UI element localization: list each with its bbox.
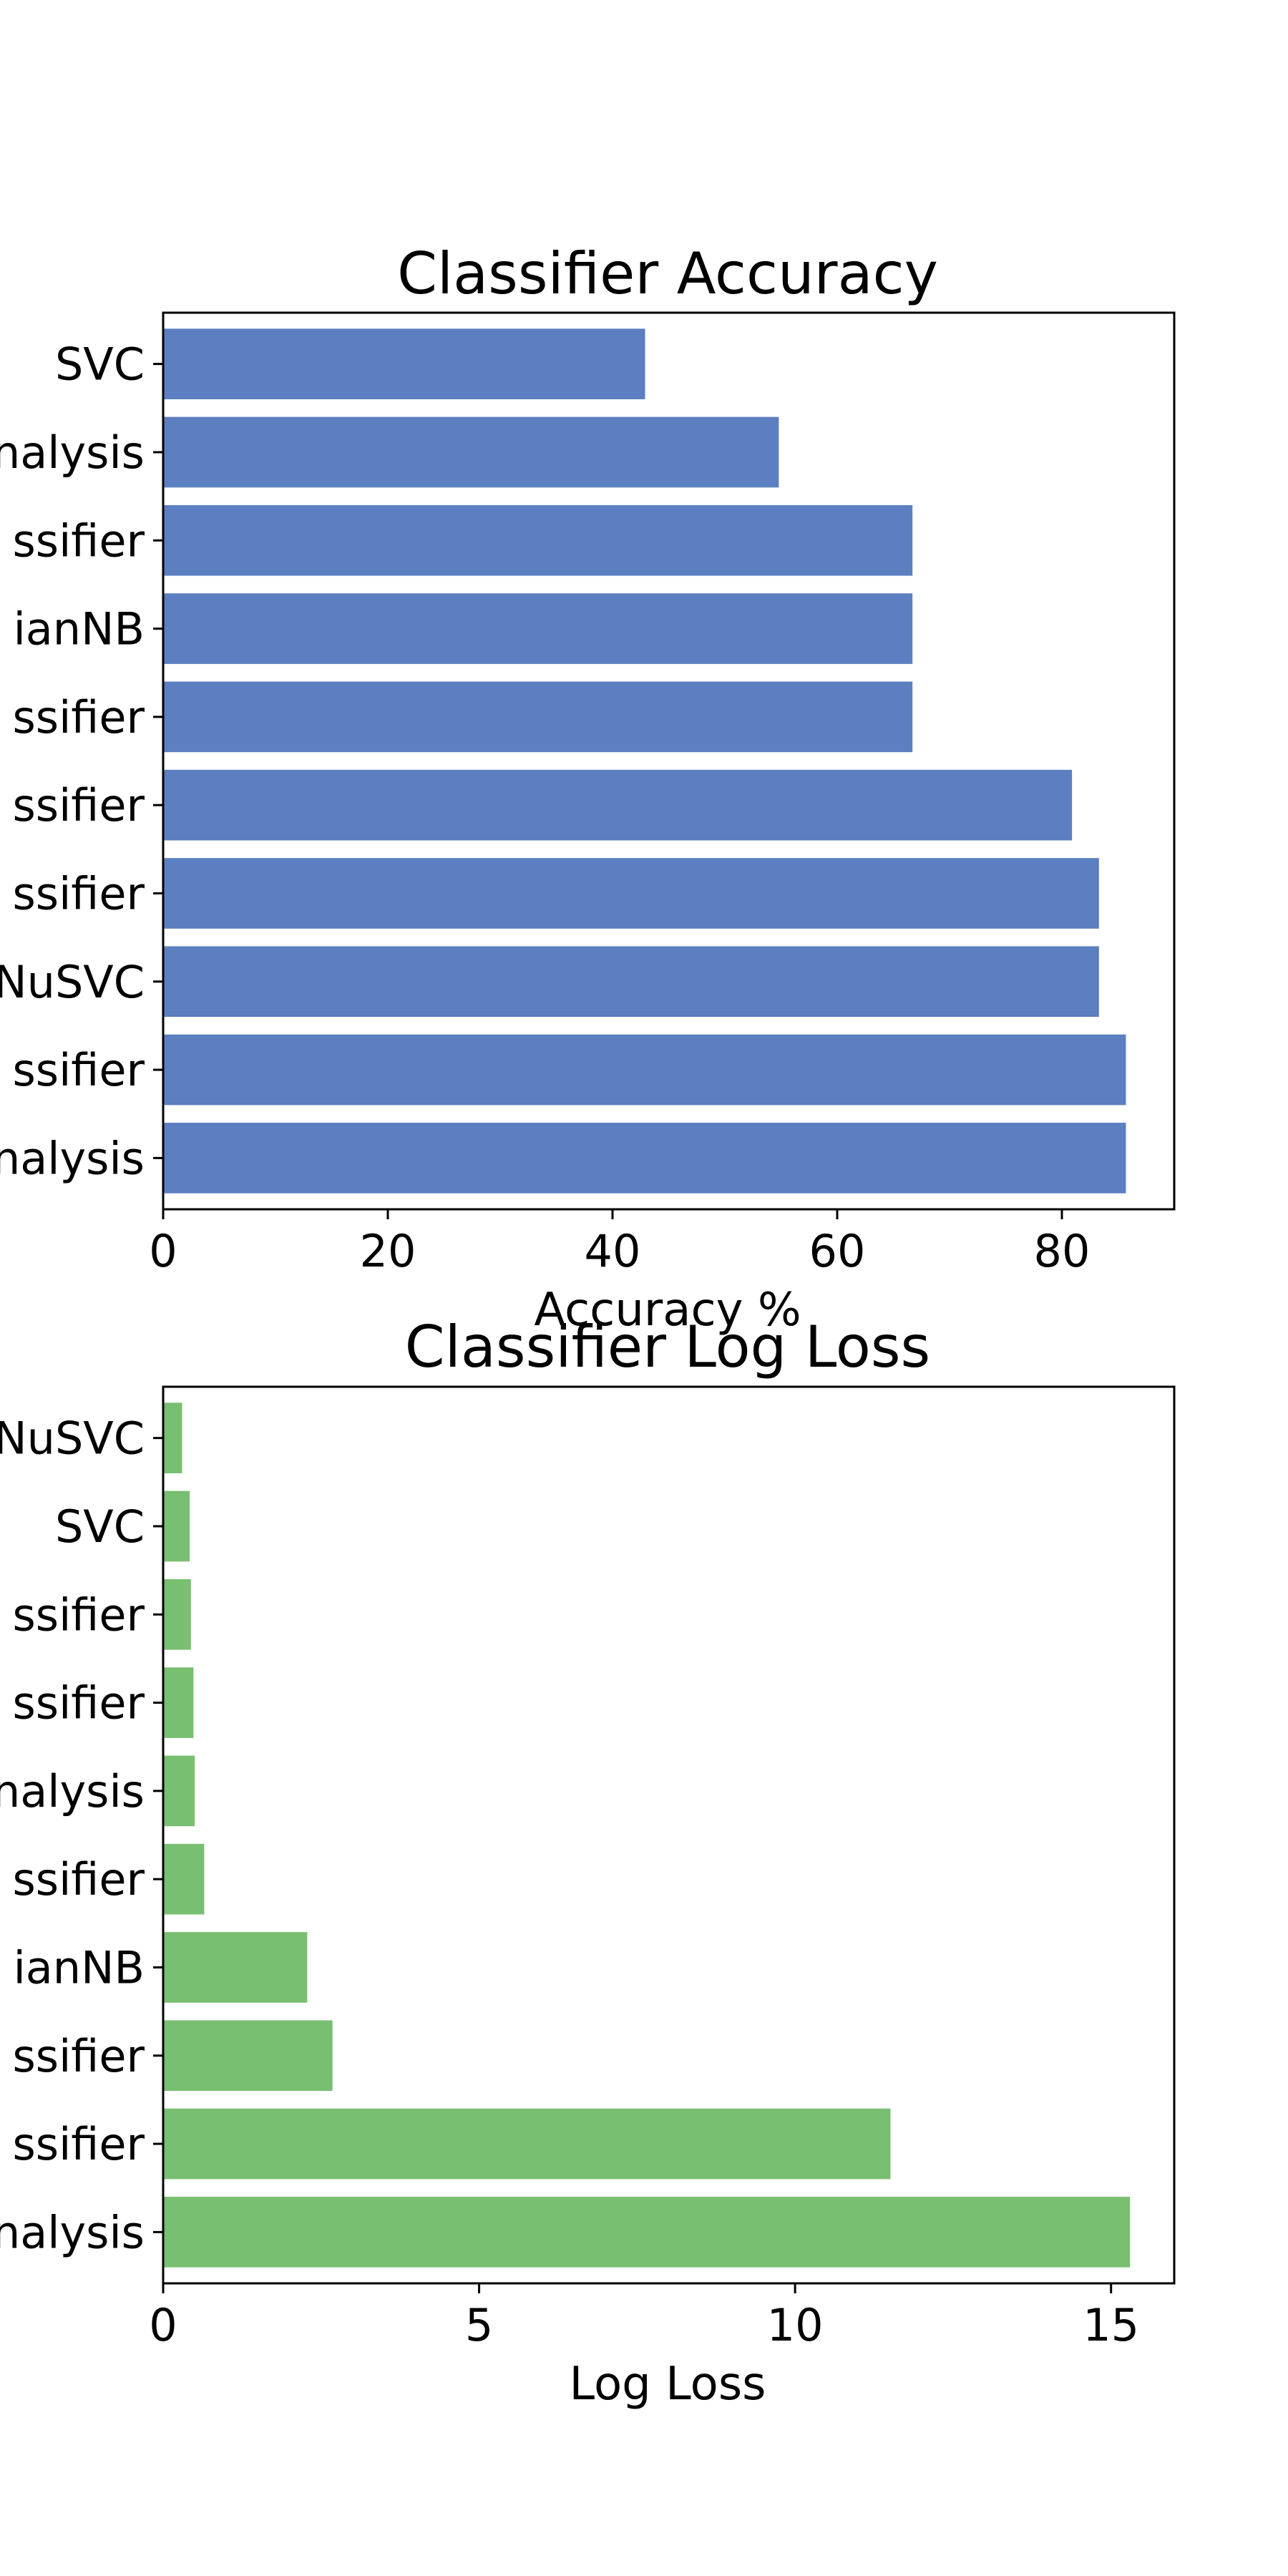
log-loss-bar [163,2020,333,2092]
accuracy-y-tick-label: ssifier [12,867,145,919]
log-loss-plot-frame [162,1385,1176,2285]
accuracy-y-tick-label: SVC [55,338,145,391]
accuracy-x-tick-label: 80 [1034,1225,1091,1277]
log-loss-x-tick-label: 0 [149,2299,177,2351]
accuracy-bar [163,416,779,488]
log-loss-y-tick-label: ssifier [12,1677,145,1729]
log-loss-bars [163,1402,1131,2268]
accuracy-y-tick-label: ianNB [14,603,145,655]
accuracy-bar [163,328,645,399]
log-loss-y-ticks: NuSVC SVC ssifier ssifier nalysis ssifier ianN… [0,1413,163,2258]
log-loss-bar [163,1932,308,2003]
log-loss-bar [163,2197,1131,2268]
log-loss-x-tick-label: 15 [1083,2299,1139,2351]
accuracy-y-tick-label: ssifier [12,691,145,743]
accuracy-x-tick-label: 40 [585,1225,641,1277]
accuracy-chart-title: Classifier Accuracy [397,240,938,307]
log-loss-y-tick-label: nalysis [0,1765,145,1818]
log-loss-bar [163,1843,205,1915]
accuracy-y-tick-label: ssifier [12,514,145,567]
log-loss-bar [163,1755,195,1827]
accuracy-x-ticks: 0 20 40 60 80 [149,1209,1090,1277]
accuracy-x-axis-label: Accuracy % [534,1284,801,1337]
accuracy-bar [163,858,1099,929]
log-loss-bar [163,1667,194,1738]
log-loss-y-tick-label: ssifier [12,2030,145,2082]
log-loss-x-tick-label: 5 [465,2299,493,2351]
log-loss-y-tick-label: NuSVC [0,1413,145,1465]
accuracy-y-tick-label: nalysis [0,426,145,479]
log-loss-x-ticks: 0 5 10 15 [149,2283,1139,2351]
log-loss-y-tick-label: ssifier [12,1589,145,1641]
accuracy-bar [163,1034,1126,1106]
log-loss-y-tick-label: SVC [55,1501,145,1553]
log-loss-y-tick-label: ianNB [14,1941,145,1994]
accuracy-bar [163,946,1099,1018]
log-loss-chart: Classifier Log Loss 0 5 10 15 NuSVC SVC ssifi… [0,1314,1176,2411]
log-loss-bar [163,1491,190,1562]
accuracy-chart: Classifier Accuracy 0 20 40 60 80 SVC nalysis… [0,240,1176,1337]
accuracy-y-tick-label: ssifier [12,779,145,831]
accuracy-bar [163,1123,1126,1194]
accuracy-bar [163,504,913,576]
accuracy-y-tick-label: nalysis [0,1132,145,1184]
accuracy-plot-frame [162,311,1176,1211]
log-loss-bar [163,2108,891,2180]
accuracy-bar [163,593,913,664]
accuracy-y-ticks: SVC nalysis ssifier ianNB ssifier ssifier ssif… [0,338,163,1184]
log-loss-x-axis-label: Log Loss [569,2358,766,2411]
accuracy-y-tick-label: ssifier [12,1044,145,1096]
accuracy-y-tick-label: NuSVC [0,956,145,1008]
log-loss-x-tick-label: 10 [767,2299,824,2351]
accuracy-x-tick-label: 20 [360,1225,416,1277]
accuracy-x-tick-label: 60 [809,1225,866,1277]
log-loss-y-tick-label: ssifier [12,1853,145,1906]
accuracy-bar [163,681,913,753]
log-loss-y-tick-label: ssifier [12,2118,145,2170]
accuracy-x-tick-label: 0 [149,1225,177,1277]
log-loss-bar [163,1402,182,1473]
accuracy-bars [163,328,1126,1194]
log-loss-bar [163,1579,191,1650]
log-loss-chart-title: Classifier Log Loss [405,1314,930,1380]
accuracy-bar [163,769,1073,841]
log-loss-y-tick-label: nalysis [0,2206,145,2258]
